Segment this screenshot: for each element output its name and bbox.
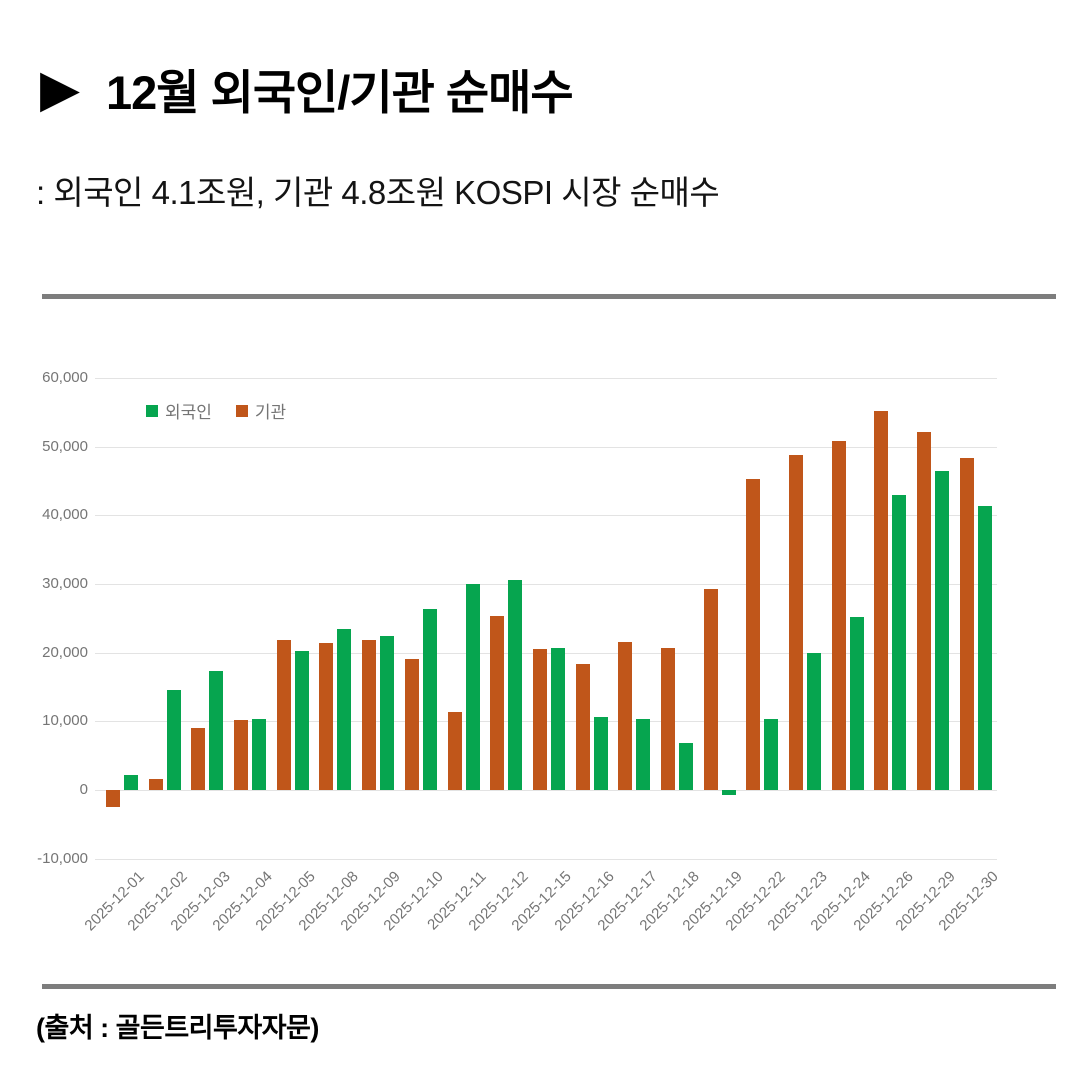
기관-bar [789, 455, 804, 790]
기관-bar [959, 458, 974, 790]
gridline [95, 515, 997, 517]
외국인-bar [977, 505, 992, 790]
기관-bar [703, 589, 718, 790]
기관-bar [362, 640, 377, 790]
외국인-bar [550, 647, 565, 790]
chart-legend: 외국인 기관 [146, 398, 286, 423]
legend-label: 외국인 [165, 403, 212, 422]
기관-bar [234, 719, 249, 790]
기관-bar [191, 728, 206, 790]
외국인-bar [508, 580, 523, 790]
외국인-bar [807, 652, 822, 790]
y-axis-tick-label: 40,000 [42, 506, 88, 524]
기관-bar [490, 615, 505, 790]
gridline [95, 446, 997, 448]
title-text: 12월 외국인/기관 순매수 [106, 66, 574, 119]
gridline [95, 583, 997, 585]
기관-bar [618, 641, 633, 790]
외국인-bar [294, 651, 309, 790]
legend-item: 기관 [235, 398, 287, 423]
외국인-bar [422, 609, 437, 790]
y-axis-tick-label: 60,000 [42, 368, 88, 386]
기관-bar [660, 648, 675, 790]
legend-item: 외국인 [146, 398, 212, 423]
legend-label: 기관 [254, 403, 287, 422]
bottom-divider [42, 984, 1056, 989]
기관-bar [746, 479, 761, 790]
subtitle: : 외국인 4.1조원, 기관 4.8조원 KOSPI 시장 순매수 [36, 174, 720, 211]
외국인-bar [252, 719, 267, 790]
외국인-bar [721, 790, 736, 795]
top-divider [42, 294, 1056, 299]
gridline [95, 377, 997, 379]
y-axis-tick-label: 30,000 [42, 574, 88, 592]
기관-bar [319, 642, 334, 790]
외국인-bar [636, 719, 651, 790]
y-axis-tick-label: 0 [79, 781, 88, 798]
외국인-bar [465, 583, 480, 790]
y-axis-tick-label: -10,000 [37, 849, 88, 867]
기관-bar [831, 441, 846, 790]
y-axis-tick-label: 10,000 [42, 712, 88, 730]
기관-bar [447, 712, 462, 790]
외국인-bar [849, 616, 864, 790]
기관-bar [874, 410, 889, 790]
legend-swatch-icon [235, 404, 248, 417]
외국인-bar [380, 636, 395, 790]
외국인-bar [678, 743, 693, 790]
y-axis-tick-label: 50,000 [42, 437, 88, 455]
기관-bar [106, 790, 120, 808]
gridline [95, 790, 997, 791]
외국인-bar [764, 718, 779, 790]
외국인-bar [166, 690, 181, 790]
기관-bar [917, 432, 932, 790]
외국인-bar [209, 671, 224, 790]
y-axis-tick-label: 20,000 [42, 643, 88, 661]
page-title: ▶ 12월 외국인/기관 순매수 [40, 54, 574, 123]
외국인-bar [892, 494, 907, 790]
기관-bar [148, 779, 163, 790]
source-caption: (출처 : 골든트리투자자문) [36, 1013, 319, 1043]
기관-bar [276, 640, 291, 790]
외국인-bar [337, 629, 352, 790]
기관-bar [575, 663, 590, 790]
legend-swatch-icon [146, 404, 158, 417]
play-arrow-icon: ▶ [40, 59, 80, 118]
외국인-bar [124, 774, 138, 790]
외국인-bar [593, 717, 608, 790]
기관-bar [532, 649, 547, 790]
기관-bar [404, 659, 419, 790]
gridline [95, 858, 997, 860]
외국인-bar [935, 471, 950, 790]
